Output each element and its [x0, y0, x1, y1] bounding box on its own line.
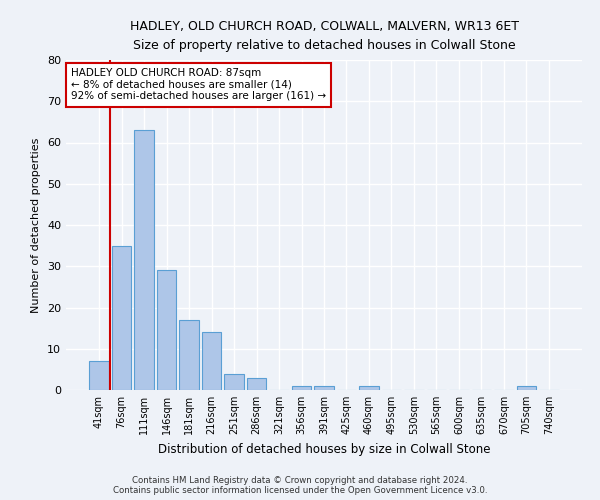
Title: HADLEY, OLD CHURCH ROAD, COLWALL, MALVERN, WR13 6ET
Size of property relative to: HADLEY, OLD CHURCH ROAD, COLWALL, MALVER… — [130, 20, 518, 52]
Bar — [89, 361, 109, 390]
Bar — [224, 374, 244, 390]
Text: HADLEY OLD CHURCH ROAD: 87sqm
← 8% of detached houses are smaller (14)
92% of se: HADLEY OLD CHURCH ROAD: 87sqm ← 8% of de… — [71, 68, 326, 102]
X-axis label: Distribution of detached houses by size in Colwall Stone: Distribution of detached houses by size … — [158, 442, 490, 456]
Bar — [517, 386, 536, 390]
Bar — [359, 386, 379, 390]
Bar — [157, 270, 176, 390]
Bar — [202, 332, 221, 390]
Bar — [179, 320, 199, 390]
Bar — [247, 378, 266, 390]
Bar — [314, 386, 334, 390]
Bar — [134, 130, 154, 390]
Y-axis label: Number of detached properties: Number of detached properties — [31, 138, 41, 312]
Bar — [112, 246, 131, 390]
Text: Contains HM Land Registry data © Crown copyright and database right 2024.
Contai: Contains HM Land Registry data © Crown c… — [113, 476, 487, 495]
Bar — [292, 386, 311, 390]
